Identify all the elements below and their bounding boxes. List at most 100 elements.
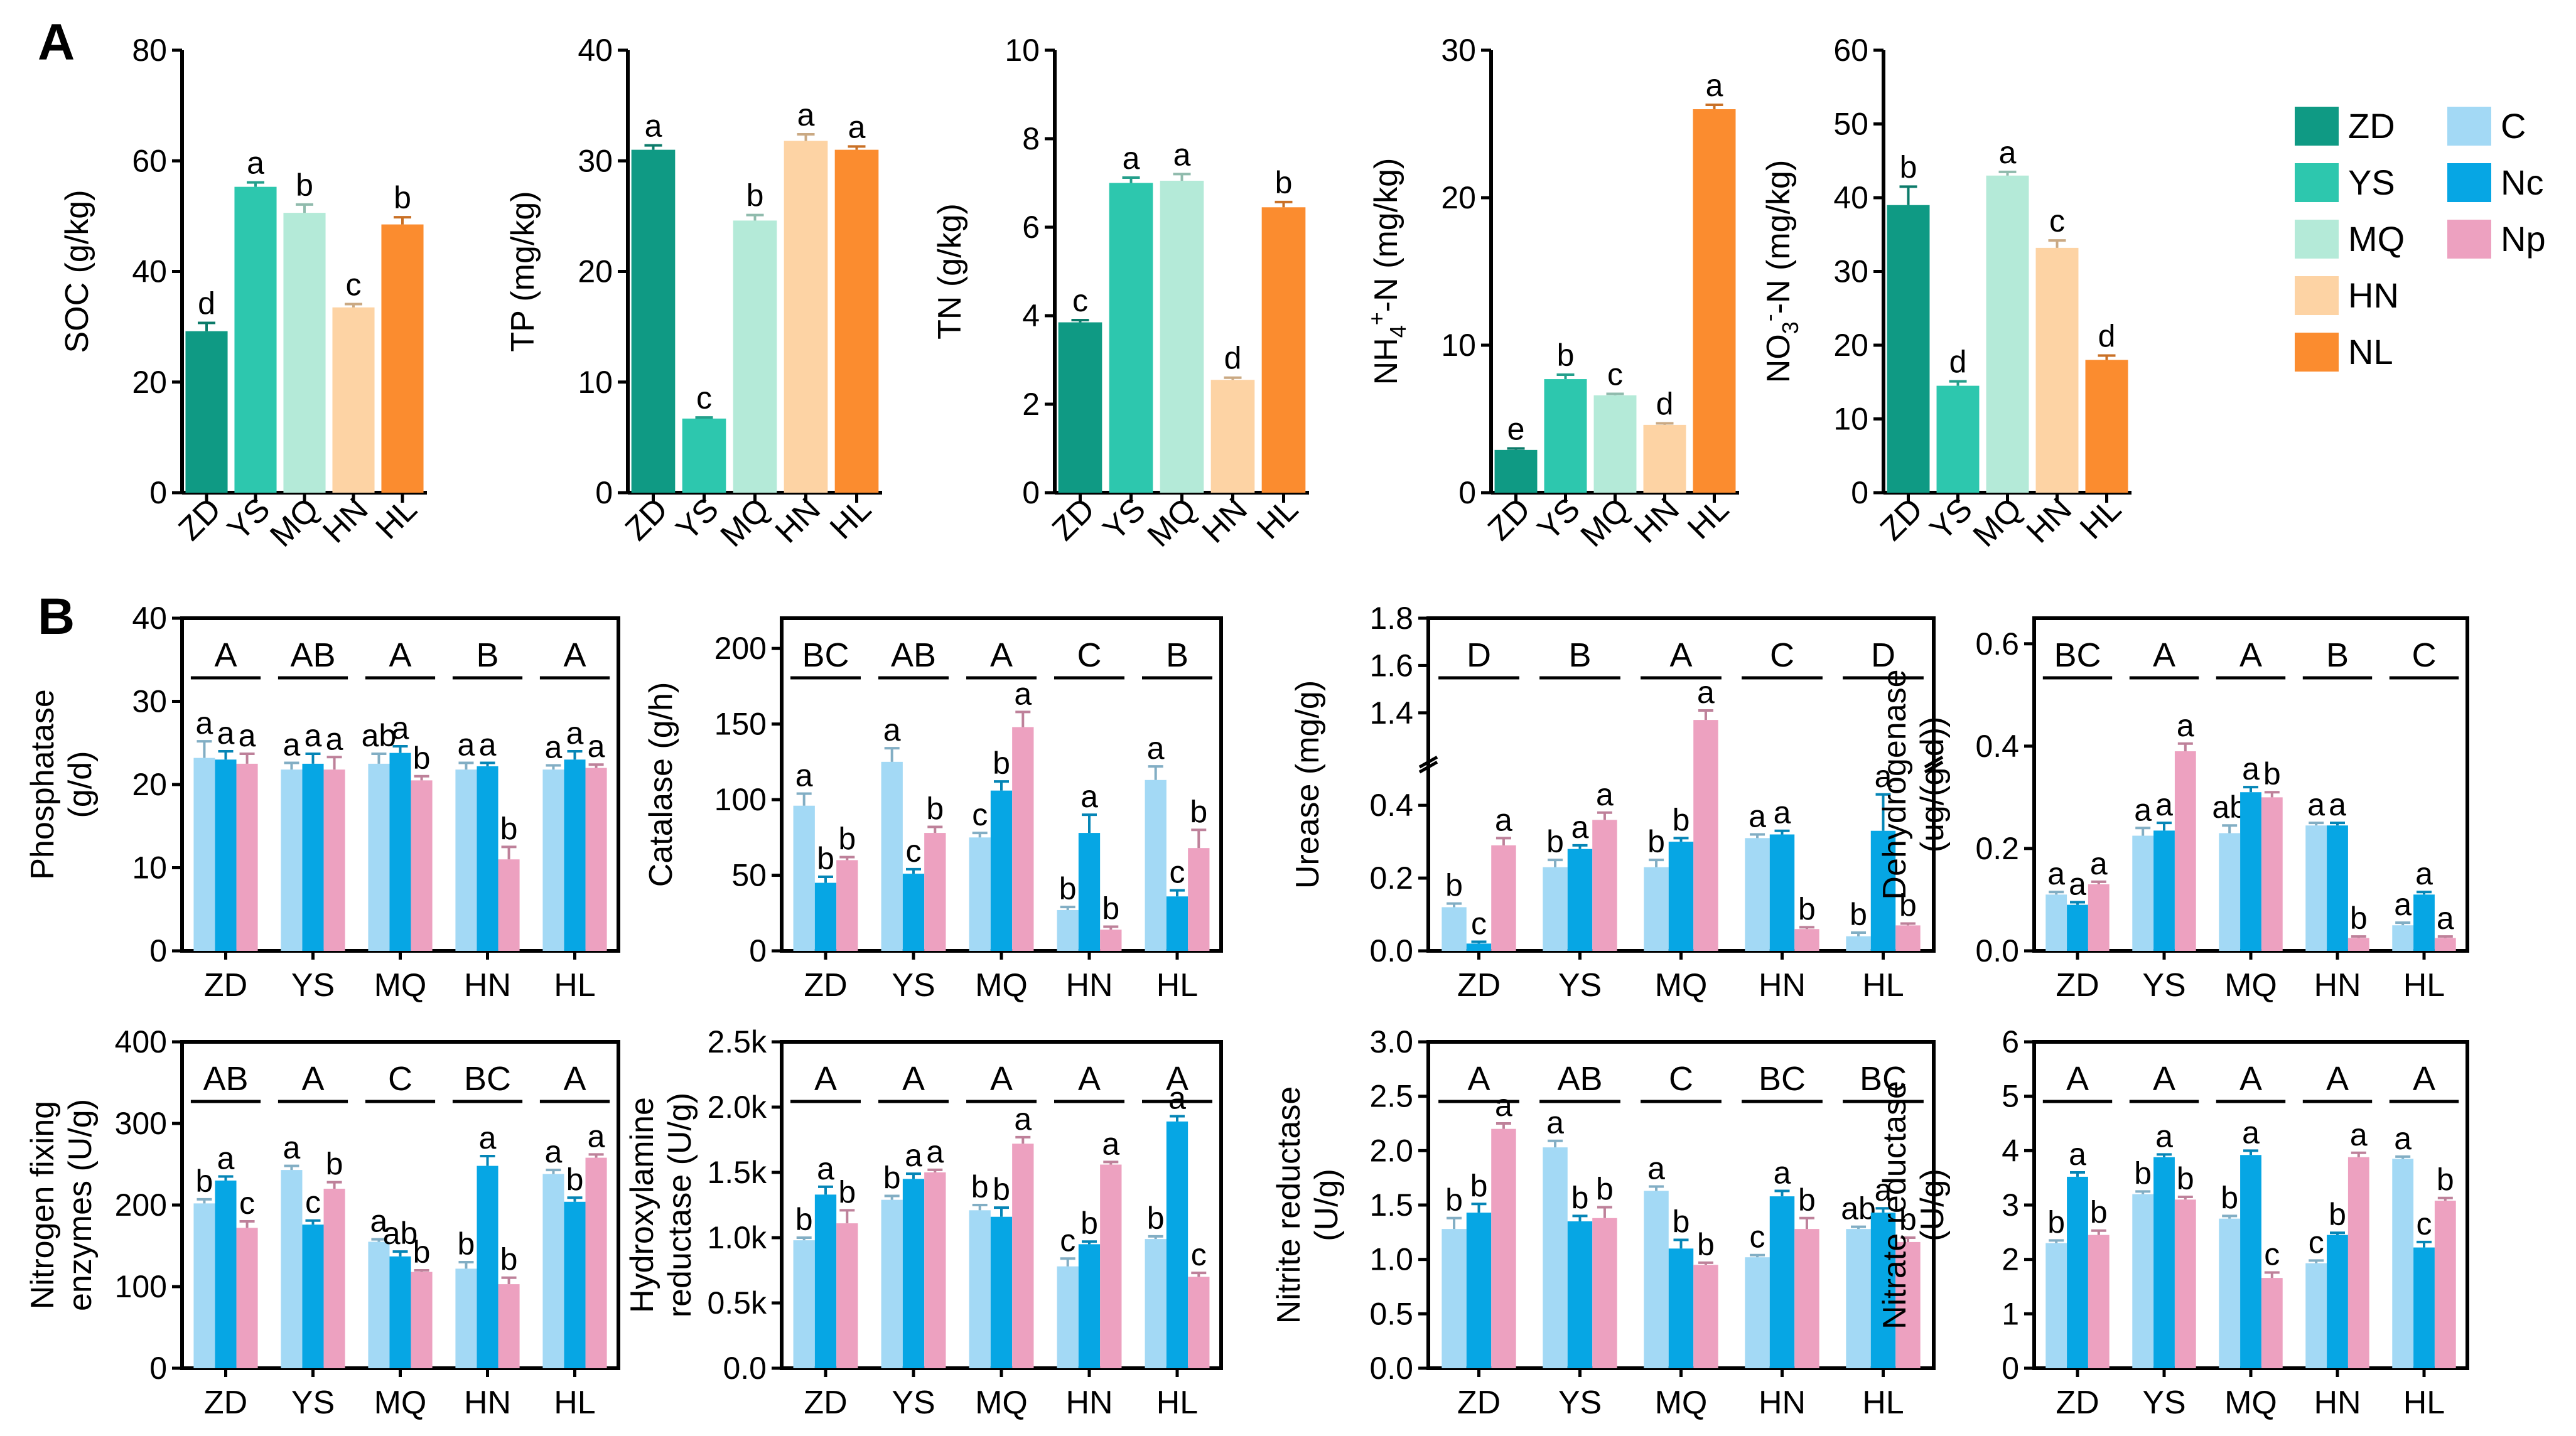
sig-letter: a bbox=[370, 1204, 388, 1239]
bar-HL-C bbox=[542, 1174, 564, 1368]
sig-letter: b bbox=[296, 168, 313, 203]
y-tick-label: 100 bbox=[115, 1269, 167, 1304]
sig-letter: a bbox=[545, 1134, 563, 1169]
sig-letter: b bbox=[1445, 1182, 1463, 1218]
bar-HL-Np bbox=[585, 1157, 607, 1368]
bar-ZD-Nc bbox=[2067, 904, 2088, 951]
group-letter: B bbox=[1166, 636, 1188, 674]
sig-letter: b bbox=[1275, 165, 1293, 200]
bar-HL bbox=[381, 224, 424, 493]
sig-letter: b bbox=[795, 1202, 813, 1237]
bar-ZD-Nc bbox=[1466, 1213, 1492, 1368]
sig-letter: b bbox=[394, 180, 411, 215]
chart-B5: 0100200300400ABZDbacAYSacbCMQaabbBCHNbab… bbox=[24, 1024, 620, 1421]
bar-YS-C bbox=[2132, 835, 2154, 951]
bar-HL-C bbox=[1846, 936, 1871, 951]
bar-HN-Nc bbox=[1078, 833, 1101, 951]
bar-MQ-C bbox=[1644, 867, 1669, 951]
x-tick-label: HL bbox=[823, 491, 878, 546]
sig-letter: c bbox=[1191, 1237, 1207, 1272]
y-axis-label: TP (mg/kg) bbox=[505, 191, 541, 351]
sig-letter: c bbox=[2417, 1206, 2432, 1241]
y-tick-label: 0.4 bbox=[1975, 729, 2019, 764]
legend-label: YS bbox=[2348, 163, 2395, 202]
group-letter: A bbox=[214, 636, 237, 674]
x-tick-label: HL bbox=[1862, 967, 1904, 1004]
bar-YS-C bbox=[881, 1199, 903, 1368]
group-letter: C bbox=[388, 1060, 412, 1098]
group-letter: A bbox=[2153, 1060, 2175, 1098]
group-letter: BC bbox=[1759, 1060, 1806, 1098]
y-tick-label: 40 bbox=[132, 254, 167, 289]
x-tick-label: MQ bbox=[263, 491, 326, 554]
sig-letter: c bbox=[2049, 203, 2065, 238]
x-tick-label: HL bbox=[1156, 967, 1198, 1004]
bar-HN-C bbox=[455, 1268, 477, 1368]
y-tick-label: 0.6 bbox=[1975, 626, 2019, 662]
y-tick-label: 0 bbox=[1022, 475, 1040, 510]
bar-HN-Nc bbox=[1769, 834, 1795, 951]
bar-MQ-C bbox=[969, 1210, 991, 1368]
sig-letter: b bbox=[1697, 1227, 1715, 1262]
bar-ZD-Np bbox=[1491, 1128, 1516, 1368]
y-tick-label: 2.0k bbox=[707, 1090, 767, 1125]
bar-YS-Np bbox=[2174, 1199, 2196, 1368]
y-tick-label: 0 bbox=[149, 1351, 167, 1386]
sig-letter: b bbox=[2134, 1155, 2152, 1191]
sig-letter: a bbox=[1014, 1101, 1032, 1137]
x-tick-label: MQ bbox=[975, 1385, 1028, 1421]
bar-ZD-Np bbox=[836, 860, 858, 951]
sig-letter: b bbox=[413, 1235, 431, 1270]
sig-letter: e bbox=[1507, 412, 1525, 447]
sig-letter: a bbox=[1546, 1105, 1564, 1140]
bar-HL-Nc bbox=[1166, 896, 1188, 951]
bar-HL-C bbox=[1145, 1239, 1167, 1368]
legend-swatch-Np bbox=[2447, 220, 2491, 259]
x-tick-label: ZD bbox=[1457, 967, 1501, 1004]
group-letter: A bbox=[2413, 1060, 2435, 1098]
group-letter: A bbox=[2239, 636, 2262, 674]
x-tick-label: HN bbox=[1065, 967, 1113, 1004]
legend-label: C bbox=[2501, 106, 2526, 146]
chart-A3: 0 2 4 6 8 10 c ZD a YS a MQ d HN b HL TN (g/kg) bbox=[932, 33, 1309, 554]
legend-label: ZD bbox=[2348, 106, 2395, 146]
sig-letter: d bbox=[1656, 387, 1674, 422]
group-letter: A bbox=[389, 636, 411, 674]
sig-letter: a bbox=[2350, 1117, 2368, 1152]
y-tick-label: 0.0 bbox=[1975, 933, 2019, 968]
x-tick-label: HL bbox=[1862, 1385, 1904, 1421]
sig-letter: b bbox=[1059, 871, 1077, 906]
sig-letter: b bbox=[1147, 1201, 1165, 1236]
sig-letter: a bbox=[1173, 137, 1191, 172]
sig-letter: a bbox=[905, 1138, 922, 1173]
group-letter: C bbox=[1770, 636, 1794, 674]
y-tick-label: 1.5k bbox=[707, 1155, 767, 1190]
x-tick-label: HL bbox=[369, 491, 424, 546]
y-tick-label: 60 bbox=[1833, 33, 1868, 68]
bar-YS-Np bbox=[323, 1189, 345, 1368]
sig-letter: c bbox=[1750, 1219, 1765, 1255]
bar-MQ-Nc bbox=[1668, 1248, 1694, 1368]
x-tick-label: ZD bbox=[1045, 491, 1102, 547]
y-tick-label: 0 bbox=[149, 933, 167, 968]
x-tick-label: HL bbox=[1156, 1385, 1198, 1421]
sig-letter: a bbox=[2155, 1118, 2173, 1154]
x-tick-label: HN bbox=[1627, 491, 1686, 550]
bar-HL-Nc bbox=[1166, 1121, 1188, 1368]
bar-HN-C bbox=[2305, 1263, 2327, 1368]
bar-MQ-C bbox=[2219, 833, 2241, 951]
bar-YS bbox=[682, 418, 726, 493]
bar-YS-Np bbox=[1592, 820, 1617, 951]
y-tick-label: 1.0 bbox=[1369, 1242, 1413, 1277]
y-axis-label: TN (g/kg) bbox=[932, 203, 968, 340]
group-letter: BC bbox=[1860, 1060, 1907, 1098]
sig-letter: a bbox=[2242, 1115, 2260, 1150]
y-axis-label: NO3--N (mg/kg) bbox=[1756, 160, 1803, 383]
sig-letter: a bbox=[2090, 846, 2108, 881]
sig-letter: c bbox=[1170, 855, 1185, 890]
x-tick-label: YS bbox=[220, 491, 277, 547]
bar-HN-Np bbox=[498, 859, 520, 951]
y-tick-label: 60 bbox=[132, 143, 167, 178]
y-tick-label: 20 bbox=[1833, 328, 1868, 363]
